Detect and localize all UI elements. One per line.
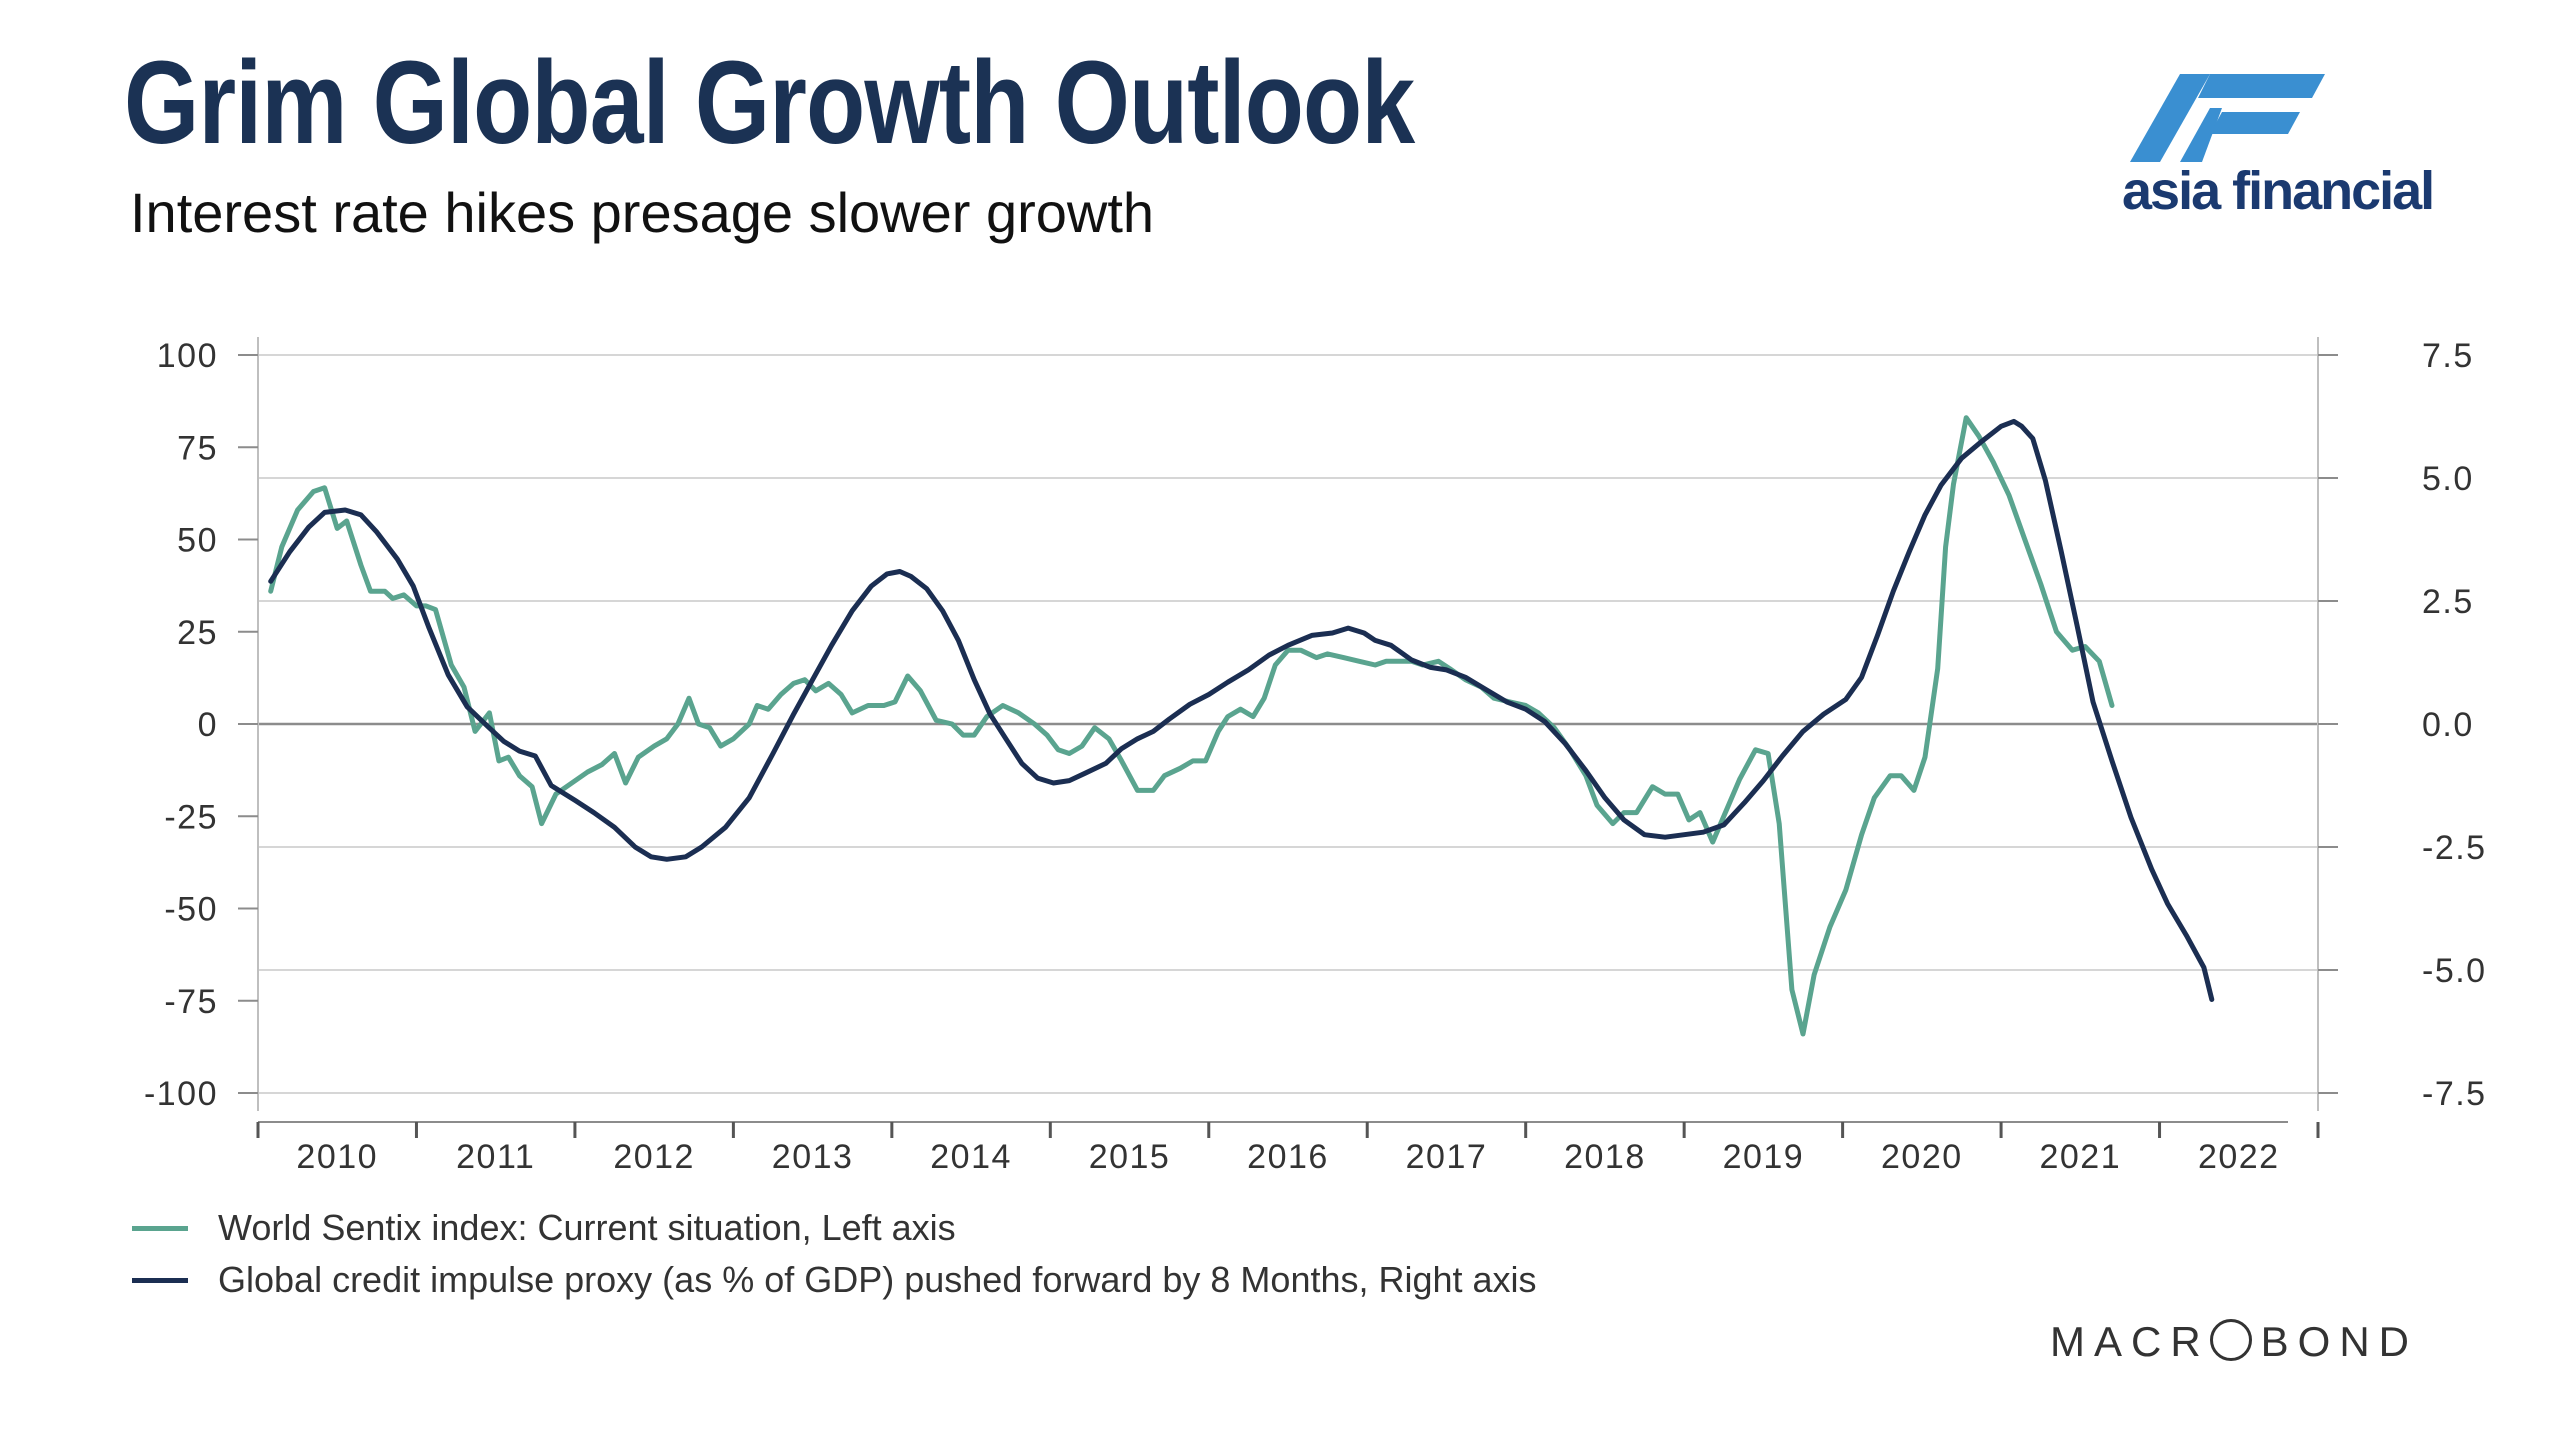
left-axis-tick-label: 50 [177, 522, 218, 560]
x-axis-tick-label: 2013 [772, 1138, 854, 1176]
macrobond-text-a: MACR [2050, 1318, 2210, 1365]
left-axis-tick-label: 75 [177, 429, 218, 467]
x-axis-tick-label: 2020 [1881, 1138, 1963, 1176]
x-axis-tick-label: 2014 [930, 1138, 1012, 1176]
legend-swatch-sentix [132, 1225, 188, 1231]
chart-grid [258, 354, 2318, 1094]
x-axis-tick-label: 2017 [1406, 1138, 1488, 1176]
legend-label-credit-impulse: Global credit impulse proxy (as % of GDP… [218, 1259, 1537, 1300]
left-axis-tick-label: 100 [157, 337, 218, 375]
x-axis-tick-label: 2010 [296, 1138, 378, 1176]
left-axis-tick-label: -100 [144, 1075, 218, 1113]
x-axis-tick-label: 2019 [1723, 1138, 1805, 1176]
right-axis-tick-label: -7.5 [2422, 1075, 2487, 1113]
right-axis-tick-label: 2.5 [2422, 583, 2474, 621]
right-axis-tick-label: 0.0 [2422, 706, 2474, 744]
right-axis-tick-label: 5.0 [2422, 460, 2474, 498]
asia-financial-logo [2130, 74, 2325, 162]
legend-item-credit-impulse: Global credit impulse proxy (as % of GDP… [132, 1254, 1537, 1306]
series-line-credit-impulse [268, 418, 2215, 1002]
macrobond-text-b: BOND [2260, 1318, 2419, 1365]
legend-item-sentix: World Sentix index: Current situation, L… [132, 1202, 1537, 1254]
logo-wordmark: asia financial [2122, 161, 2435, 221]
legend-swatch-credit-impulse [132, 1277, 188, 1283]
chart-legend: World Sentix index: Current situation, L… [132, 1202, 1537, 1306]
legend-label-sentix: World Sentix index: Current situation, L… [218, 1207, 956, 1248]
left-axis-tick-label: 25 [177, 614, 218, 652]
left-axis-tick-label: -75 [164, 983, 218, 1021]
right-axis-tick-label: -2.5 [2422, 829, 2487, 867]
right-axis-tick-label: 7.5 [2422, 337, 2474, 375]
left-axis-tick-label: -50 [164, 891, 218, 929]
series-line-sentix [268, 415, 2115, 1037]
chart-subtitle: Interest rate hikes presage slower growt… [130, 181, 1155, 244]
logo-mark-right [2180, 108, 2222, 162]
x-axis-tick-label: 2021 [2039, 1138, 2121, 1176]
logo-mark-mid-bar [2210, 112, 2300, 134]
chart-series [268, 415, 2215, 1037]
chart-title: Grim Global Growth Outlook [124, 37, 1415, 169]
x-axis-tick-label: 2022 [2198, 1138, 2280, 1176]
macrobond-watermark: MACR BOND [2050, 1318, 2418, 1366]
x-axis-tick-label: 2016 [1247, 1138, 1329, 1176]
x-axis-tick-label: 2011 [456, 1138, 535, 1176]
right-axis-tick-label: -5.0 [2422, 952, 2487, 990]
logo-mark-top-bar [2198, 74, 2325, 98]
x-axis-tick-label: 2015 [1089, 1138, 1171, 1176]
x-axis-tick-label: 2018 [1564, 1138, 1646, 1176]
left-axis-tick-label: 0 [198, 706, 218, 744]
chart-axes: 7.5 5.0 2.5 0.0 -2.5 -5.0 -7.5 100 75 50 25 0 -25 -50… [144, 337, 2487, 1176]
left-axis-tick-label: -25 [164, 798, 218, 836]
macrobond-o-mark [2209, 1319, 2252, 1361]
x-axis-tick-label: 2012 [613, 1138, 695, 1176]
logo-mark-left [2130, 74, 2210, 162]
